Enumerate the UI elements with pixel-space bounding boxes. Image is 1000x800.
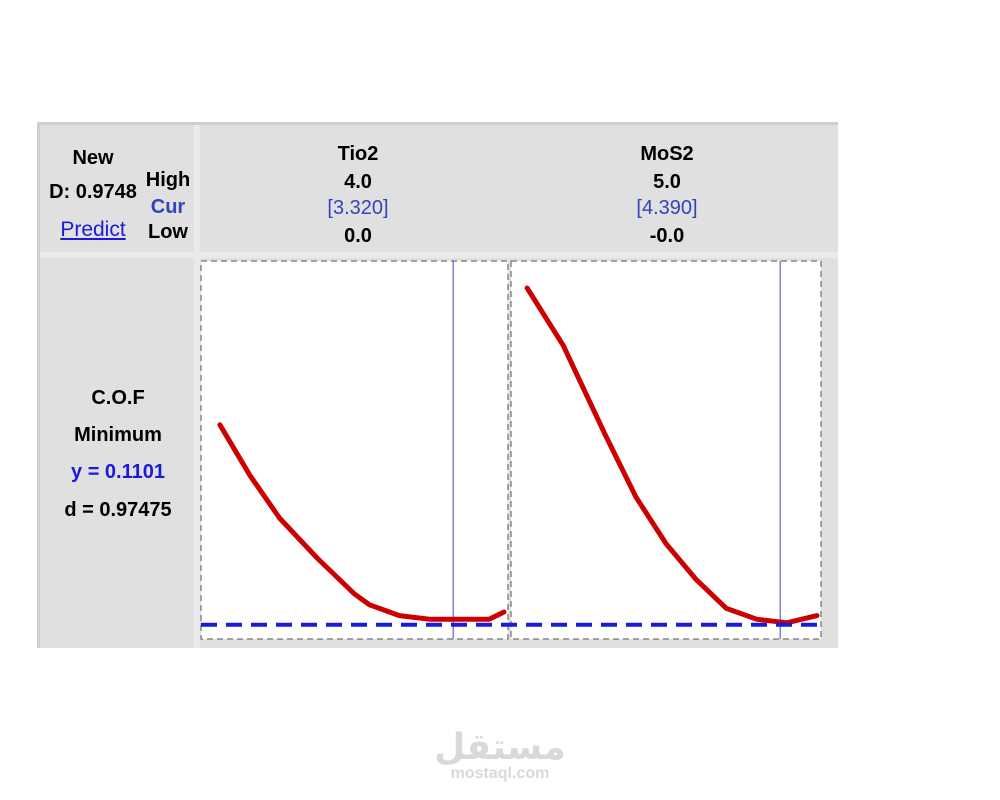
panel-top-border <box>37 122 838 125</box>
high-label: High <box>145 169 191 191</box>
cur-label: Cur <box>150 196 186 218</box>
factor-high-mos2: 5.0 <box>653 171 681 193</box>
plot-border-mos2 <box>510 260 822 640</box>
vertical-separator <box>194 125 200 648</box>
horizontal-separator <box>40 252 838 258</box>
watermark-logo: مستقل <box>434 727 566 768</box>
factor-low-tio2: 0.0 <box>344 225 372 247</box>
factor-cur-tio2: [3.320] <box>327 197 389 219</box>
factor-low-mos2: -0.0 <box>649 225 685 247</box>
watermark-domain: mostaql.com <box>450 765 550 782</box>
factor-cur-mos2: [4.390] <box>636 197 698 219</box>
response-curve-tio2 <box>217 422 507 622</box>
plot-area-mos2 <box>511 261 821 639</box>
new-label: New <box>72 147 114 169</box>
low-label: Low <box>148 221 188 243</box>
plot-area-tio2 <box>201 261 508 639</box>
response-goal: Minimum <box>74 424 162 446</box>
factor-high-tio2: 4.0 <box>344 171 372 193</box>
factor-name-mos2: MoS2 <box>640 143 694 165</box>
response-name: C.O.F <box>91 387 145 409</box>
response-curve-mos2 <box>524 285 820 626</box>
individual-desirability: d = 0.97475 <box>64 499 172 521</box>
predict-link[interactable]: Predict <box>60 218 126 241</box>
factor-name-tio2: Tio2 <box>337 143 379 165</box>
panel-left-border <box>37 122 40 648</box>
plot-border-tio2 <box>200 260 509 640</box>
predicted-response: y = 0.1101 <box>71 461 165 483</box>
composite-desirability: D: 0.9748 <box>49 181 137 203</box>
